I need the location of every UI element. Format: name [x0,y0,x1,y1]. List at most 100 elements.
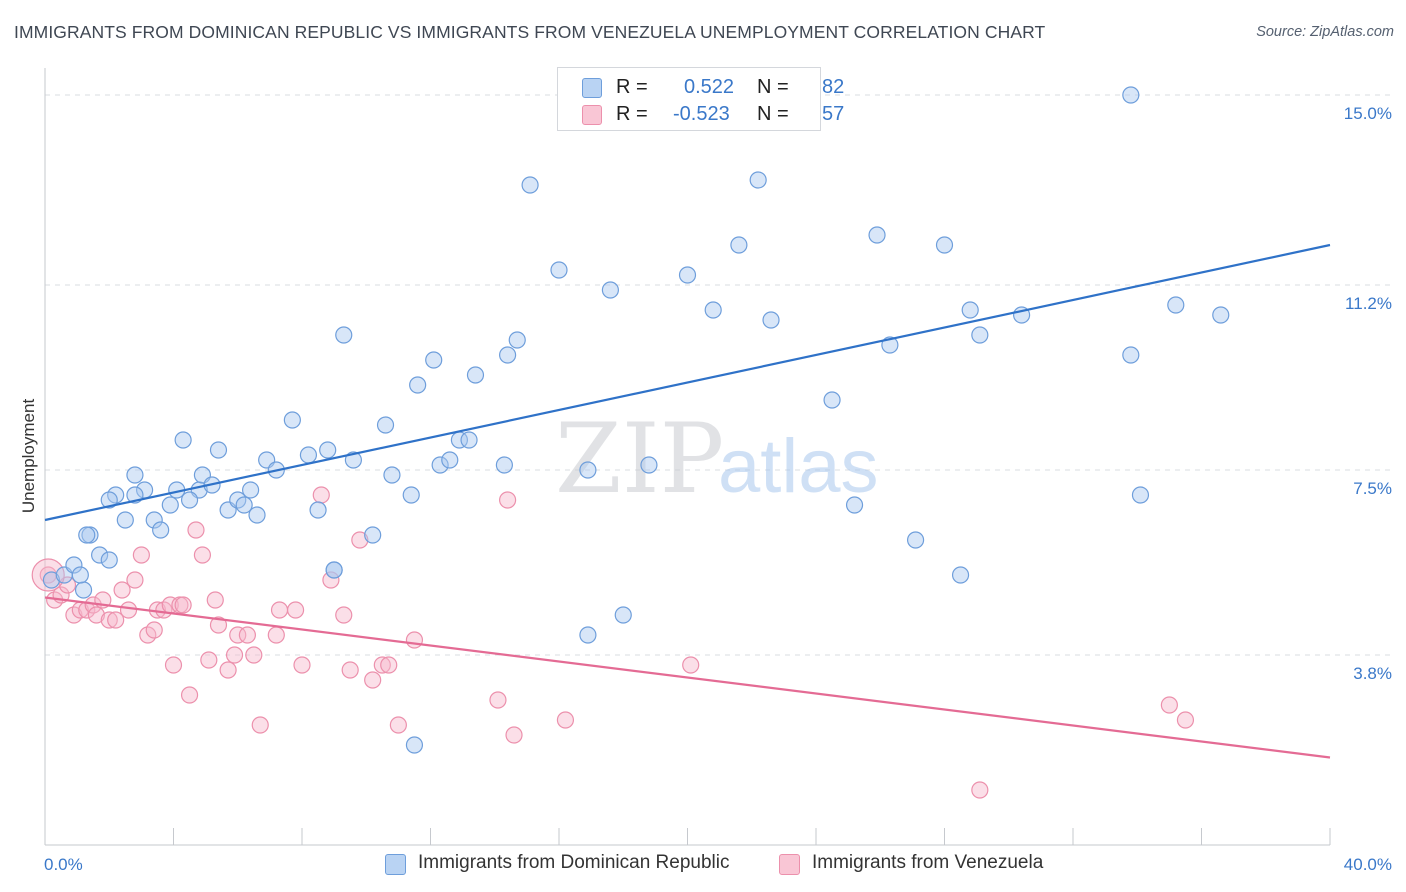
legend-swatch-blue [385,854,406,875]
blue-data-point [614,606,632,624]
blue-trend-line [44,243,1331,522]
x-tick-label: 40.0% [1344,855,1392,874]
blue-data-point [161,496,179,514]
y-axis-label: Unemployment [19,399,38,514]
blue-data-point [1122,86,1140,104]
blue-data-point [145,511,163,529]
blue-data-point [579,461,597,479]
blue-data-point [71,566,89,584]
pink-data-point [219,661,237,679]
y-tick-label: 7.5% [1353,479,1392,498]
blue-data-point [466,366,485,384]
legend-r-value-blue: 0.522 [684,76,735,98]
blue-data-point [678,266,697,284]
pink-data-point [113,581,131,599]
blue-data-point [868,226,886,244]
blue-data-point [235,496,253,514]
pink-data-point [87,606,106,624]
blue-data-point [460,431,478,449]
blue-data-point [521,176,539,194]
blue-data-point [364,526,382,544]
blue-data-point [402,486,420,504]
blue-data-point [209,441,228,459]
axes [44,68,1331,846]
source-credit: Source: ZipAtlas.com [1256,24,1394,40]
pink-data-point [1176,711,1195,729]
blue-data-point [961,301,979,319]
pink-data-point [187,521,205,539]
pink-data-point [193,546,212,564]
blue-data-point [405,736,424,754]
blue-data-point [319,441,337,459]
blue-data-point [376,416,395,434]
blue-data-point [309,501,327,519]
pink-data-point [489,691,507,709]
pink-data-point [132,546,150,564]
pink-data-point [100,611,118,629]
pink-data-point [126,571,144,589]
blue-data-point [344,451,362,469]
blue-data-point [935,236,954,254]
pink-data-point [322,571,340,589]
correlation-legend: R = 0.522 N = 82 R = -0.523 N = 57 [557,67,844,131]
watermark-zip: ZIP [555,403,724,515]
pink-data-point [351,531,369,549]
blue-data-point [640,456,658,474]
x-tick-labels: 0.0% 40.0% [44,855,1392,874]
pink-data-point [312,486,330,504]
legend-n-value-pink: 57 [822,103,845,125]
pink-data-point [286,601,305,619]
blue-data-point [1167,296,1185,314]
blue-data-point [823,391,841,409]
blue-data-point [845,496,864,514]
blue-data-point [508,331,526,349]
blue-data-point [951,566,970,584]
watermark-atlas: atlas [718,424,879,509]
blue-data-point [299,446,318,464]
blue-data-point [74,581,93,599]
pink-data-point [389,716,407,734]
pink-data-point [174,596,192,614]
pink-data-point [293,656,311,674]
trend-lines [44,243,1331,759]
blue-data-point [906,531,925,549]
legend-swatch-blue [582,78,602,98]
legend-n-label: N = [757,103,789,125]
pink-data-point [164,656,183,674]
blue-data-point [65,556,83,574]
pink-data-point [556,711,575,729]
pink-data-point [505,726,523,744]
pink-data-point [373,656,391,674]
blue-data-point [1212,306,1230,324]
pink-data-point [180,686,199,704]
legend-r-label: R = [616,103,648,125]
blue-data-point [1131,486,1150,504]
x-tick-label: 0.0% [44,855,83,874]
legend-r-label: R = [616,76,648,98]
blue-data-point [730,236,748,254]
pink-data-point [335,606,353,624]
pink-data-point [971,781,989,799]
blue-data-point [152,521,170,539]
blue-data-point [180,491,199,509]
pink-data-point [341,661,359,679]
pink-data-point [251,716,269,734]
y-tick-label: 15.0% [1344,104,1392,123]
blue-data-point [126,466,144,484]
blue-data-point [425,351,443,369]
blue-data-point [174,431,192,449]
blue-data-point [42,571,61,589]
blue-data-point [242,481,260,499]
legend-swatch-pink [582,105,602,125]
gridlines [45,94,1392,656]
blue-data-point [409,376,427,394]
chart-title: IMMIGRANTS FROM DOMINICAN REPUBLIC VS IM… [14,22,1046,42]
pink-data-point [238,626,256,644]
pink-data-point [1160,696,1178,714]
blue-data-point [325,561,343,579]
pink-data-point [682,656,700,674]
pink-data-point [200,651,218,669]
bottom-legend-label: Immigrants from Venezuela [812,852,1044,873]
pink-data-point [380,656,398,674]
